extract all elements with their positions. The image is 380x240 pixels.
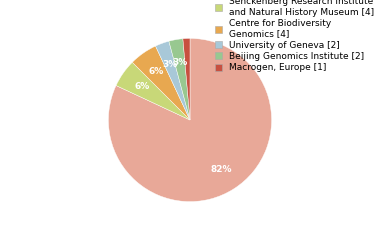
Wedge shape <box>155 41 190 120</box>
Text: 82%: 82% <box>211 165 232 174</box>
Text: 3%: 3% <box>172 58 187 67</box>
Wedge shape <box>108 38 272 202</box>
Wedge shape <box>169 39 190 120</box>
Wedge shape <box>183 38 190 120</box>
Legend: Mined from GenBank, NCBI [59], Senckenberg Research Institute
and Natural Histor: Mined from GenBank, NCBI [59], Senckenbe… <box>214 0 375 73</box>
Text: 6%: 6% <box>134 82 149 91</box>
Text: 3%: 3% <box>162 60 177 69</box>
Wedge shape <box>116 62 190 120</box>
Text: 6%: 6% <box>149 67 164 76</box>
Wedge shape <box>132 46 190 120</box>
